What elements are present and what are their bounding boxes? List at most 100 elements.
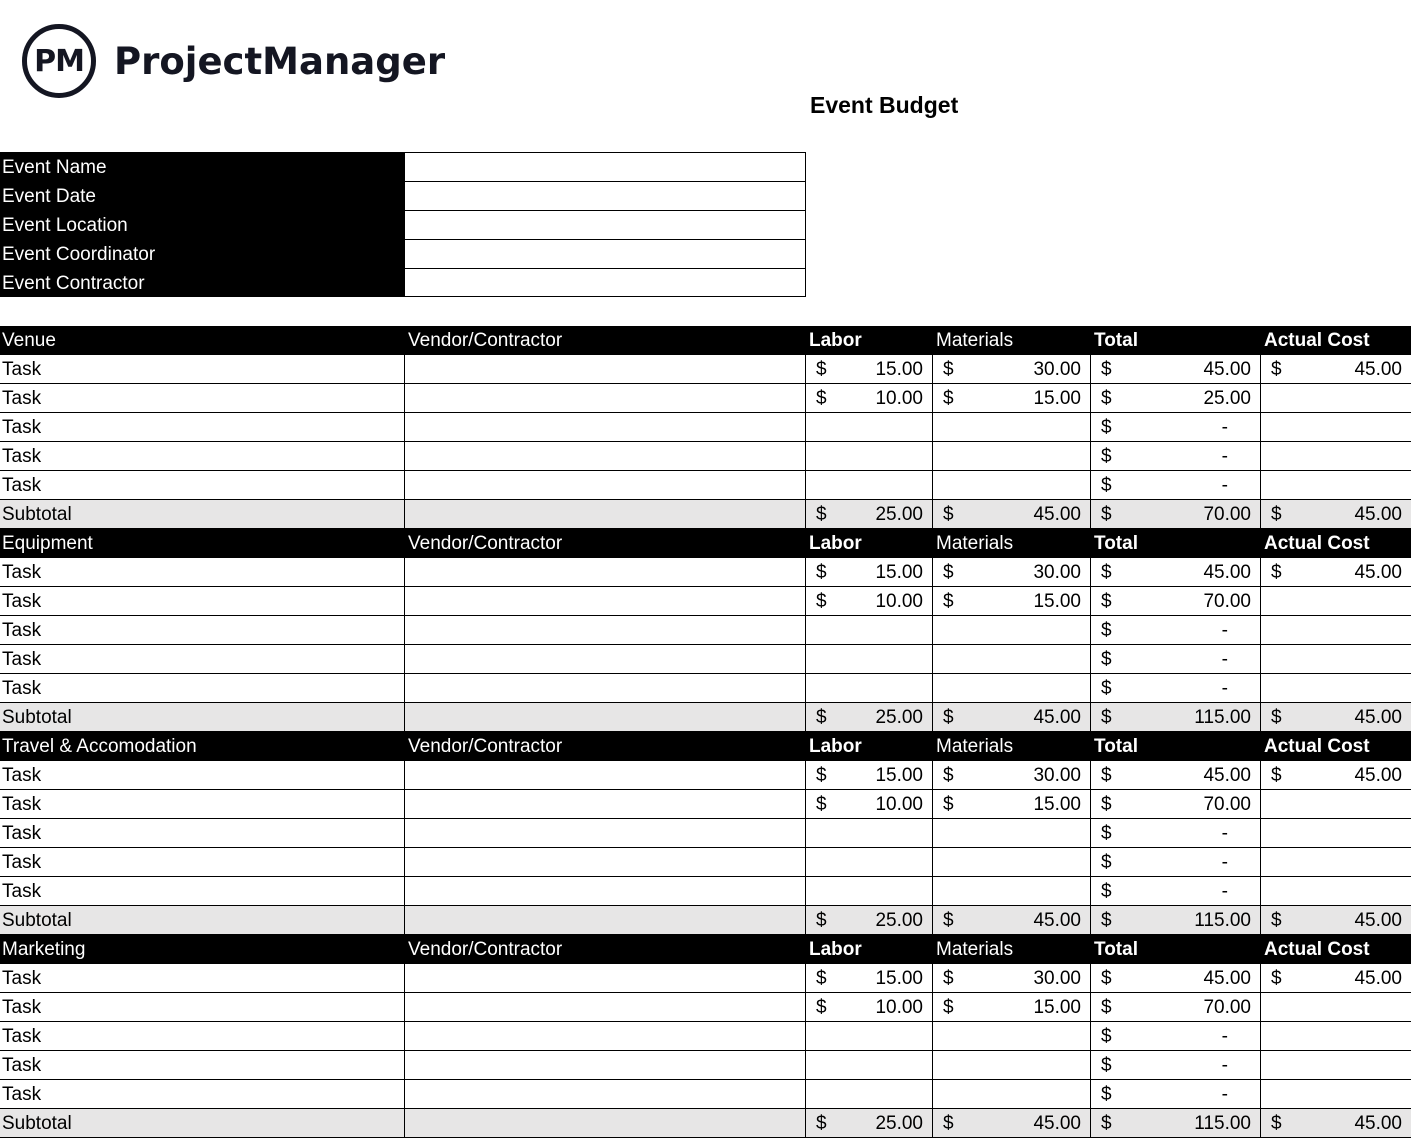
total-cell[interactable]: $45.00: [1090, 761, 1260, 789]
row-label[interactable]: Task: [2, 562, 42, 583]
labor-cell[interactable]: [805, 1080, 932, 1108]
row-label[interactable]: Task: [2, 620, 42, 641]
actual-cell[interactable]: [1260, 993, 1411, 1021]
vendor-cell[interactable]: [404, 906, 805, 934]
row-label[interactable]: Task: [2, 591, 42, 612]
total-cell[interactable]: $ -: [1090, 1022, 1260, 1050]
labor-cell[interactable]: [805, 645, 932, 673]
materials-cell[interactable]: $45.00: [932, 703, 1090, 731]
labor-cell[interactable]: [805, 1051, 932, 1079]
actual-cell[interactable]: [1260, 616, 1411, 644]
labor-cell[interactable]: [805, 819, 932, 847]
total-cell[interactable]: $115.00: [1090, 1109, 1260, 1137]
labor-cell[interactable]: $25.00: [805, 906, 932, 934]
materials-cell[interactable]: [932, 645, 1090, 673]
materials-cell[interactable]: [932, 877, 1090, 905]
materials-cell[interactable]: $45.00: [932, 500, 1090, 528]
actual-cell[interactable]: $45.00: [1260, 964, 1411, 992]
vendor-cell[interactable]: [404, 616, 805, 644]
materials-cell[interactable]: [932, 848, 1090, 876]
labor-cell[interactable]: [805, 413, 932, 441]
vendor-cell[interactable]: [404, 1022, 805, 1050]
labor-cell[interactable]: [805, 442, 932, 470]
materials-cell[interactable]: $15.00: [932, 993, 1090, 1021]
vendor-cell[interactable]: [404, 790, 805, 818]
vendor-cell[interactable]: [404, 848, 805, 876]
total-cell[interactable]: $ -: [1090, 471, 1260, 499]
total-cell[interactable]: $ -: [1090, 645, 1260, 673]
actual-cell[interactable]: $45.00: [1260, 1109, 1411, 1137]
total-cell[interactable]: $115.00: [1090, 703, 1260, 731]
materials-cell[interactable]: $15.00: [932, 587, 1090, 615]
info-value-cell[interactable]: [404, 239, 806, 268]
total-cell[interactable]: $ -: [1090, 877, 1260, 905]
actual-cell[interactable]: [1260, 413, 1411, 441]
labor-cell[interactable]: [805, 616, 932, 644]
row-label[interactable]: Task: [2, 1026, 42, 1047]
row-label[interactable]: Task: [2, 881, 42, 902]
actual-cell[interactable]: [1260, 1080, 1411, 1108]
total-cell[interactable]: $70.00: [1090, 500, 1260, 528]
vendor-cell[interactable]: [404, 877, 805, 905]
actual-cell[interactable]: [1260, 471, 1411, 499]
labor-cell[interactable]: $25.00: [805, 1109, 932, 1137]
actual-cell[interactable]: [1260, 790, 1411, 818]
vendor-cell[interactable]: [404, 587, 805, 615]
vendor-cell[interactable]: [404, 819, 805, 847]
row-label[interactable]: Task: [2, 794, 42, 815]
row-label[interactable]: Subtotal: [2, 504, 72, 525]
row-label[interactable]: Task: [2, 388, 42, 409]
materials-cell[interactable]: $15.00: [932, 384, 1090, 412]
labor-cell[interactable]: $10.00: [805, 790, 932, 818]
total-cell[interactable]: $25.00: [1090, 384, 1260, 412]
vendor-cell[interactable]: [404, 645, 805, 673]
actual-cell[interactable]: [1260, 819, 1411, 847]
actual-cell[interactable]: [1260, 674, 1411, 702]
vendor-cell[interactable]: [404, 993, 805, 1021]
row-label[interactable]: Task: [2, 852, 42, 873]
actual-cell[interactable]: [1260, 877, 1411, 905]
labor-cell[interactable]: $15.00: [805, 964, 932, 992]
total-cell[interactable]: $ -: [1090, 616, 1260, 644]
materials-cell[interactable]: [932, 616, 1090, 644]
info-value-cell[interactable]: [404, 210, 806, 239]
total-cell[interactable]: $ -: [1090, 413, 1260, 441]
info-value-cell[interactable]: [404, 268, 806, 297]
total-cell[interactable]: $45.00: [1090, 558, 1260, 586]
labor-cell[interactable]: $15.00: [805, 761, 932, 789]
actual-cell[interactable]: $45.00: [1260, 558, 1411, 586]
row-label[interactable]: Task: [2, 968, 42, 989]
row-label[interactable]: Task: [2, 359, 42, 380]
info-value-cell[interactable]: [404, 152, 806, 181]
vendor-cell[interactable]: [404, 471, 805, 499]
vendor-cell[interactable]: [404, 1080, 805, 1108]
labor-cell[interactable]: $25.00: [805, 703, 932, 731]
row-label[interactable]: Task: [2, 1055, 42, 1076]
materials-cell[interactable]: [932, 1022, 1090, 1050]
vendor-cell[interactable]: [404, 413, 805, 441]
row-label[interactable]: Subtotal: [2, 707, 72, 728]
vendor-cell[interactable]: [404, 1051, 805, 1079]
materials-cell[interactable]: [932, 674, 1090, 702]
labor-cell[interactable]: [805, 674, 932, 702]
row-label[interactable]: Subtotal: [2, 1113, 72, 1134]
materials-cell[interactable]: $30.00: [932, 558, 1090, 586]
labor-cell[interactable]: $15.00: [805, 355, 932, 383]
actual-cell[interactable]: $45.00: [1260, 761, 1411, 789]
actual-cell[interactable]: $45.00: [1260, 906, 1411, 934]
labor-cell[interactable]: $10.00: [805, 587, 932, 615]
row-label[interactable]: Task: [2, 417, 42, 438]
labor-cell[interactable]: [805, 877, 932, 905]
actual-cell[interactable]: [1260, 442, 1411, 470]
labor-cell[interactable]: $10.00: [805, 384, 932, 412]
materials-cell[interactable]: $30.00: [932, 761, 1090, 789]
total-cell[interactable]: $70.00: [1090, 790, 1260, 818]
actual-cell[interactable]: [1260, 384, 1411, 412]
vendor-cell[interactable]: [404, 442, 805, 470]
total-cell[interactable]: $ -: [1090, 1051, 1260, 1079]
actual-cell[interactable]: [1260, 587, 1411, 615]
row-label[interactable]: Task: [2, 823, 42, 844]
vendor-cell[interactable]: [404, 384, 805, 412]
row-label[interactable]: Task: [2, 678, 42, 699]
labor-cell[interactable]: $15.00: [805, 558, 932, 586]
